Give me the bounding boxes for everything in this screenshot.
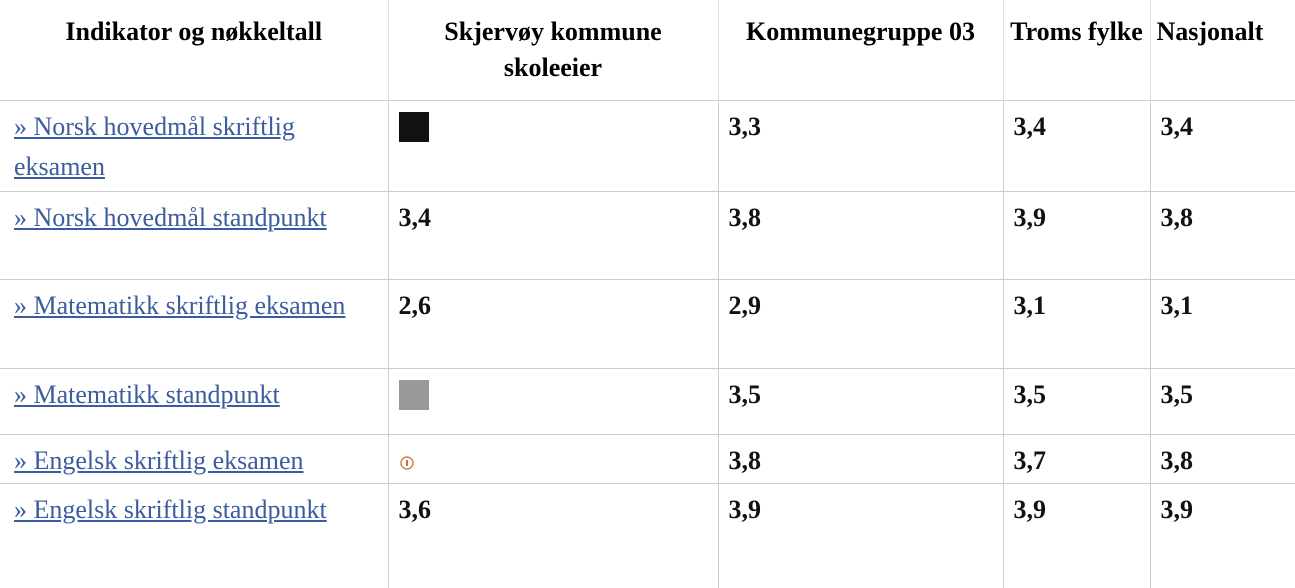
cell: 3,1 [1150,280,1295,369]
cell: 3,5 [718,369,1003,435]
cell: 2,6 [388,280,718,369]
cell: 3,5 [1150,369,1295,435]
indicator-link[interactable]: » Engelsk skriftlig standpunkt [14,495,327,524]
cell: 3,5 [1003,369,1150,435]
cell: 2,9 [718,280,1003,369]
cell: 3,1 [1003,280,1150,369]
cell: 3,4 [1150,101,1295,192]
row: » Engelsk skriftlig standpunkt 3,6 3,9 3… [0,484,1295,588]
cell: 3,4 [388,192,718,280]
cell: 3,3 [718,101,1003,192]
indicator-link[interactable]: » Norsk hovedmål standpunkt [14,203,327,232]
header-cell: Indikator og nøkkeltall [0,0,388,101]
indicator-link[interactable]: » Matematikk skriftlig eksamen [14,291,345,320]
cell: 3,8 [1150,192,1295,280]
cell: » Matematikk skriftlig eksamen [0,280,388,369]
row: » Matematikk standpunkt 3,5 3,5 3,5 [0,369,1295,435]
row: » Norsk hovedmål skriftlig eksamen 3,3 3… [0,101,1295,192]
row: » Engelsk skriftlig eksamen 3,8 3,7 3,8 [0,435,1295,484]
cell: » Engelsk skriftlig standpunkt [0,484,388,588]
cell: 3,9 [1003,484,1150,588]
cell: 3,6 [388,484,718,588]
cell: » Norsk hovedmål standpunkt [0,192,388,280]
redacted [399,380,429,410]
indicator-link[interactable]: » Matematikk standpunkt [14,380,280,409]
indicator-link[interactable]: » Norsk hovedmål skriftlig eksamen [14,112,295,181]
cell: 3,7 [1003,435,1150,484]
cell [388,101,718,192]
cell: 3,8 [718,435,1003,484]
cell: » Norsk hovedmål skriftlig eksamen [0,101,388,192]
icon [399,455,415,471]
row: » Norsk hovedmål standpunkt 3,4 3,8 3,9 … [0,192,1295,280]
cell: 3,4 [1003,101,1150,192]
header-cell: Kommunegruppe 03 [718,0,1003,101]
cell: » Matematikk standpunkt [0,369,388,435]
header-cell: Nasjonalt [1150,0,1295,101]
cell: 3,9 [1150,484,1295,588]
header-row: Indikator og nøkkeltall Skjervøy kommune… [0,0,1295,101]
cell: 3,8 [1150,435,1295,484]
cell: 3,9 [718,484,1003,588]
indicator-link[interactable]: » Engelsk skriftlig eksamen [14,446,304,475]
header-cell: Skjervøy kommune skoleeier [388,0,718,101]
header-cell: Troms fylke [1003,0,1150,101]
row: » Matematikk skriftlig eksamen 2,6 2,9 3… [0,280,1295,369]
redacted [399,112,429,142]
cell [388,369,718,435]
cell: 3,8 [718,192,1003,280]
cell: 3,9 [1003,192,1150,280]
cell [388,435,718,484]
cell: » Engelsk skriftlig eksamen [0,435,388,484]
